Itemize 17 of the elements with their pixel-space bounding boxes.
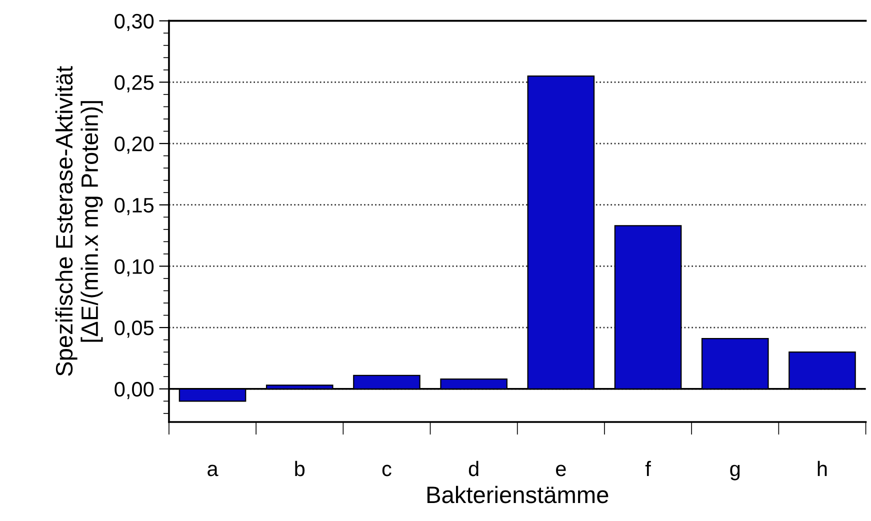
- x-tick-label: b: [295, 460, 305, 476]
- x-tick-label: d: [468, 460, 478, 476]
- y-tick-label: 0,30: [114, 14, 154, 32]
- x-tick-label: c: [382, 464, 392, 476]
- x-tick-label: h: [818, 460, 827, 476]
- x-tick-label: f: [645, 460, 651, 476]
- y-axis-title: Spezifische Esterase-Aktivität [ΔE/(min.x mg Protein)]: [55, 66, 103, 376]
- x-tick-label: g: [730, 464, 740, 480]
- x-tick-label: a: [208, 464, 218, 476]
- y-tick-label: 0,15: [114, 198, 154, 216]
- x-axis-title: Bakterienstämme: [427, 486, 608, 504]
- y-tick-label: 0,00: [114, 382, 154, 400]
- y-tick-label: 0,10: [114, 259, 154, 276]
- y-tick-label: 0,25: [114, 75, 154, 92]
- y-tick-label: 0,05: [114, 320, 154, 338]
- x-tick-label: e: [556, 464, 566, 476]
- y-tick-label: 0,20: [114, 136, 154, 154]
